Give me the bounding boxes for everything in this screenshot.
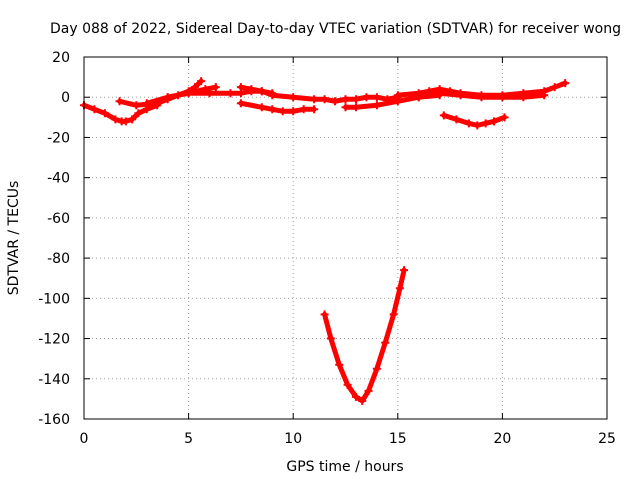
data-point: [400, 266, 409, 275]
y-tick-label: 20: [52, 50, 70, 66]
data-point: [278, 107, 287, 116]
y-axis-title: SDTVAR / TECUs: [6, 181, 22, 296]
data-point: [481, 119, 490, 128]
data-point: [490, 117, 499, 126]
data-point: [473, 121, 482, 130]
data-point: [540, 91, 549, 100]
data-point: [247, 85, 256, 94]
data-point: [414, 93, 423, 102]
data-point: [310, 105, 319, 114]
data-point: [341, 95, 350, 104]
data-point: [372, 93, 381, 102]
series-line: [165, 84, 219, 100]
data-point: [351, 103, 360, 112]
data-point: [500, 113, 509, 122]
data-point: [550, 83, 559, 92]
data-point: [257, 87, 266, 96]
data-point: [456, 91, 465, 100]
data-point: [389, 310, 398, 319]
data-point: [519, 93, 528, 102]
data-point: [435, 89, 444, 98]
y-tick-label: -40: [47, 171, 70, 187]
data-point: [351, 95, 360, 104]
data-point: [128, 115, 137, 124]
data-point: [326, 334, 335, 343]
data-point: [163, 93, 172, 102]
data-point: [100, 109, 109, 118]
data-point: [236, 99, 245, 108]
data-point: [90, 105, 99, 114]
series-line: [322, 267, 407, 404]
chart-title: Day 088 of 2022, Sidereal Day-to-day VTE…: [50, 21, 621, 37]
data-point: [111, 115, 120, 124]
data-point: [184, 89, 193, 98]
series-arc-11: [320, 266, 409, 405]
x-tick-label: 0: [80, 431, 89, 447]
data-point: [320, 95, 329, 104]
y-tick-label: -80: [47, 251, 70, 267]
data-series: [80, 77, 570, 405]
x-axis-title: GPS time / hours: [286, 459, 403, 475]
x-tick-label: 25: [598, 431, 616, 447]
data-point: [121, 117, 130, 126]
data-point: [393, 91, 402, 100]
data-point: [211, 83, 220, 92]
data-point: [477, 93, 486, 102]
data-point: [299, 105, 308, 114]
data-point: [226, 89, 235, 98]
data-point: [439, 111, 448, 120]
data-point: [201, 85, 210, 94]
x-tick-label: 5: [184, 431, 193, 447]
data-point: [310, 95, 319, 104]
y-tick-label: -120: [38, 332, 70, 348]
series-arc-6: [236, 83, 402, 106]
series-arc-9: [414, 89, 549, 102]
data-point: [115, 97, 124, 106]
data-point: [142, 99, 151, 108]
y-tick-label: -100: [38, 291, 70, 307]
data-point: [381, 338, 390, 347]
data-point: [331, 97, 340, 106]
y-tick-label: -20: [47, 130, 70, 146]
data-point: [351, 392, 360, 401]
data-point: [561, 79, 570, 88]
axis-ticks: 0 5 10 15 20 25 20 0 -20 -40 -60 -80 -100 -120 -140 -16…: [38, 50, 616, 447]
data-point: [343, 380, 352, 389]
data-point: [335, 360, 344, 369]
series-arc-5: [236, 99, 319, 116]
x-tick-label: 10: [284, 431, 302, 447]
data-point: [132, 101, 141, 110]
x-tick-label: 15: [389, 431, 407, 447]
series-arc-4: [163, 83, 220, 102]
series-arc-10: [439, 111, 509, 130]
data-point: [289, 107, 298, 116]
data-point: [289, 93, 298, 102]
data-point: [498, 93, 507, 102]
data-point: [372, 364, 381, 373]
data-point: [268, 105, 277, 114]
data-point: [395, 284, 404, 293]
data-point: [364, 386, 373, 395]
data-point: [320, 310, 329, 319]
data-point: [358, 396, 367, 405]
x-tick-label: 20: [493, 431, 511, 447]
data-point: [341, 103, 350, 112]
y-tick-label: -160: [38, 412, 70, 428]
y-tick-label: -140: [38, 372, 70, 388]
data-point: [134, 109, 143, 118]
data-point: [257, 103, 266, 112]
data-point: [236, 83, 245, 92]
data-point: [452, 115, 461, 124]
y-tick-label: 0: [61, 90, 70, 106]
data-point: [197, 77, 206, 86]
y-tick-label: -60: [47, 211, 70, 227]
data-point: [464, 119, 473, 128]
data-point: [372, 101, 381, 110]
plot-frame: [83, 56, 608, 420]
data-point: [268, 91, 277, 100]
data-point: [362, 93, 371, 102]
